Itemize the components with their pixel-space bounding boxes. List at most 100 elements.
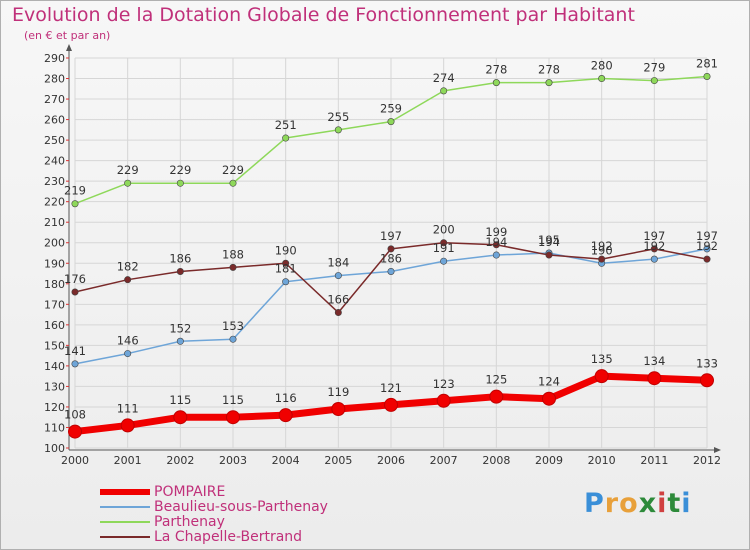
x-tick-label: 2004 [272, 454, 300, 467]
data-point [71, 288, 79, 296]
data-labels: 219 229 229 229 251 255 259 274 278 278 280 279 281 1… [64, 56, 718, 421]
proxiti-logo: Proxiti [584, 488, 692, 519]
data-label: 111 [117, 401, 139, 415]
data-point [492, 79, 500, 87]
legend-swatch-beaulieu [100, 506, 150, 508]
data-point [384, 397, 398, 412]
data-label: 123 [433, 377, 455, 391]
data-point [331, 402, 346, 416]
legend-label: La Chapelle-Bertrand [154, 529, 303, 545]
data-point [282, 278, 290, 286]
data-label: 125 [485, 373, 507, 387]
data-label: 229 [222, 163, 244, 177]
y-tick-label: 220 [44, 196, 65, 209]
data-label: 192 [643, 239, 665, 253]
axes: 1001101201301401501601701801902002102202… [44, 44, 721, 467]
x-tick-label: 2000 [61, 454, 89, 467]
x-tick-label: 2003 [219, 454, 247, 467]
data-label: 190 [275, 243, 297, 257]
data-label: 255 [327, 110, 349, 124]
data-point [650, 245, 658, 253]
data-point [703, 245, 711, 253]
y-tick-label: 130 [44, 380, 65, 393]
x-tick-label: 2012 [693, 454, 721, 467]
data-point [229, 263, 237, 271]
legend-label: Parthenay [154, 514, 225, 530]
data-point [334, 309, 342, 317]
data-point [492, 241, 500, 249]
data-point [598, 75, 606, 83]
data-point [124, 350, 132, 358]
data-point [492, 251, 500, 259]
data-point [229, 335, 237, 343]
data-label: 219 [64, 184, 86, 198]
data-point [700, 373, 714, 388]
data-point [650, 255, 658, 263]
data-label: 184 [327, 256, 349, 270]
data-point [334, 272, 342, 280]
data-label: 134 [643, 354, 665, 368]
data-point [387, 267, 395, 275]
data-label: 115 [222, 393, 244, 407]
data-label: 190 [591, 243, 613, 257]
data-point [334, 126, 342, 134]
data-label: 194 [485, 235, 507, 249]
data-point [176, 179, 184, 187]
x-tick-label: 2011 [640, 454, 668, 467]
data-point [282, 259, 290, 267]
data-point [440, 239, 448, 247]
data-point [229, 179, 237, 187]
logo-letter: r [604, 488, 620, 519]
data-label: 281 [696, 56, 718, 70]
y-tick-label: 290 [44, 52, 65, 65]
data-point [703, 72, 711, 80]
data-point [436, 393, 451, 408]
x-tick-label: 2001 [114, 454, 142, 467]
data-label: 124 [538, 375, 560, 389]
y-tick-label: 240 [44, 155, 65, 168]
data-point [387, 118, 395, 126]
y-tick-label: 270 [44, 93, 65, 106]
data-label: 188 [222, 247, 244, 261]
data-point [594, 369, 609, 384]
legend-swatch-parthenay [100, 521, 150, 523]
data-label: 141 [64, 344, 86, 358]
data-point [226, 410, 240, 425]
data-label: 181 [275, 262, 297, 276]
x-tick-label: 2006 [377, 454, 405, 467]
data-point [68, 424, 82, 439]
data-label: 197 [643, 229, 665, 243]
data-label: 176 [64, 272, 86, 286]
x-tick-label: 2010 [588, 454, 616, 467]
data-label: 197 [380, 229, 402, 243]
y-tick-label: 180 [44, 278, 65, 291]
data-label: 135 [591, 352, 613, 366]
data-point [387, 245, 395, 253]
data-label: 192 [696, 239, 718, 253]
data-label: 166 [327, 293, 349, 307]
y-tick-label: 230 [44, 175, 65, 188]
data-label: 108 [64, 408, 86, 422]
y-tick-label: 170 [44, 298, 65, 311]
data-point [650, 77, 658, 85]
legend-label: POMPAIRE [154, 484, 226, 500]
data-label: 274 [433, 71, 455, 85]
logo-letter: t [667, 488, 682, 519]
data-label: 197 [696, 229, 718, 243]
data-point [545, 251, 553, 259]
y-tick-label: 140 [44, 360, 65, 373]
data-point [176, 267, 184, 275]
y-tick-label: 190 [44, 257, 65, 270]
data-label: 153 [222, 319, 244, 333]
logo-letter: i [681, 488, 692, 519]
data-label: 192 [591, 239, 613, 253]
logo-letter: o [619, 488, 639, 519]
data-point [120, 418, 135, 433]
data-point [598, 255, 606, 263]
y-tick-label: 280 [44, 73, 65, 86]
data-label: 115 [169, 393, 191, 407]
x-tick-label: 2009 [535, 454, 563, 467]
x-axis-arrow [714, 447, 721, 453]
y-tick-label: 260 [44, 114, 65, 127]
